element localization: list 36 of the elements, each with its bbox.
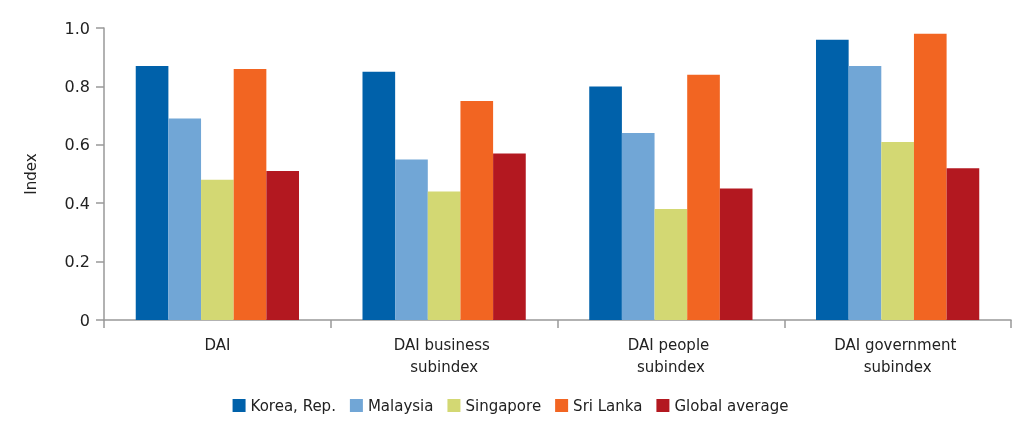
bar — [233, 68, 267, 320]
x-tick-label: DAI government subindex — [834, 336, 962, 376]
legend-label: Singapore — [465, 396, 542, 415]
bar — [362, 71, 396, 320]
bar — [848, 65, 882, 320]
bar — [913, 33, 947, 320]
legend-label: Malaysia — [367, 396, 434, 415]
bar — [266, 171, 300, 320]
x-tick-label: DAI business subindex — [393, 336, 495, 376]
y-tick-label: 1.0 — [64, 18, 90, 38]
legend-label: Korea, Rep. — [250, 396, 336, 415]
legend-label: Global average — [674, 396, 789, 415]
x-tick-label: DAI people subindex — [627, 336, 715, 376]
x-tick-label: DAI — [204, 336, 231, 354]
bar — [168, 118, 202, 320]
y-tick-label: 0.8 — [64, 76, 90, 96]
legend-label: Sri Lanka — [573, 396, 643, 415]
bar — [687, 74, 720, 320]
bar — [460, 101, 494, 320]
bar — [654, 209, 688, 320]
y-tick-label: 0.6 — [64, 135, 90, 155]
bar — [427, 191, 461, 320]
bar — [493, 153, 526, 320]
bar — [881, 141, 914, 320]
bar — [135, 65, 169, 320]
y-tick-label: 0 — [79, 310, 90, 330]
y-tick-label: 0.2 — [64, 252, 90, 272]
y-tick-label: 0.4 — [64, 193, 90, 213]
bar — [816, 39, 849, 320]
bar — [621, 133, 655, 320]
bar — [395, 159, 428, 320]
bar — [201, 179, 234, 320]
bar — [719, 188, 753, 320]
bar — [589, 86, 622, 320]
y-axis-title: Index — [21, 153, 40, 195]
bar — [946, 168, 980, 320]
